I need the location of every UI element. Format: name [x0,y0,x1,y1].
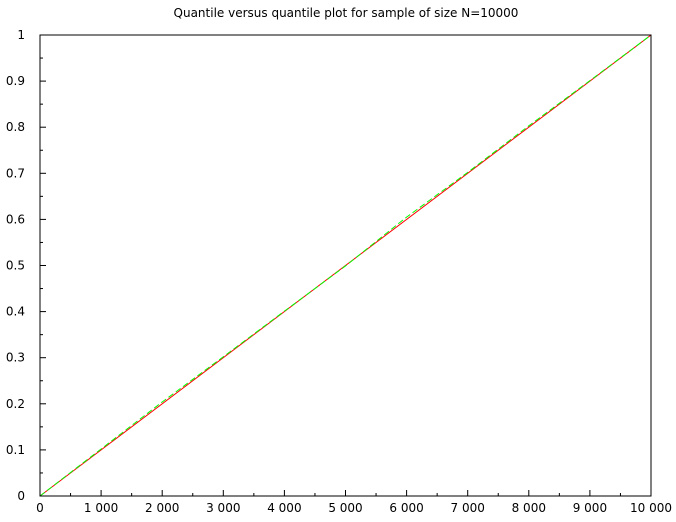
y-tick-label: 0.5 [6,259,25,273]
x-tick-label: 0 [36,501,44,515]
x-tick-label: 2 000 [145,501,179,515]
y-tick-label: 0.1 [6,443,25,457]
series-layer [39,34,652,497]
series-line-2 [39,34,652,497]
y-tick-label: 0.7 [6,166,25,180]
x-tick-label: 7 000 [451,501,485,515]
x-tick-label: 10 000 [630,501,672,515]
y-axis-ticks: 0 0.1 0.2 0.3 0.4 0.5 0.6 0.7 0.8 0.9 1 [6,28,46,503]
x-tick-label: 5 000 [328,501,362,515]
y-tick-label: 0.8 [6,120,25,134]
x-tick-label: 6 000 [389,501,423,515]
y-tick-label: 0.6 [6,212,25,226]
y-tick-label: 0.2 [6,397,25,411]
x-tick-label: 3 000 [206,501,240,515]
y-tick-label: 0.3 [6,351,25,365]
x-tick-label: 1 000 [84,501,118,515]
y-tick-label: 1 [17,28,25,42]
chart-title: Quantile versus quantile plot for sample… [174,6,519,20]
x-tick-label: 8 000 [512,501,546,515]
x-tick-label: 4 000 [267,501,301,515]
plot-frame [39,34,652,497]
y-tick-label: 0.4 [6,305,25,319]
y-tick-label: 0.9 [6,74,25,88]
x-tick-label: 9 000 [573,501,607,515]
y-tick-label: 0 [17,489,25,503]
x-axis-ticks: 0 1 000 2 000 3 000 4 000 5 000 6 000 7 000 8 00… [36,490,672,515]
